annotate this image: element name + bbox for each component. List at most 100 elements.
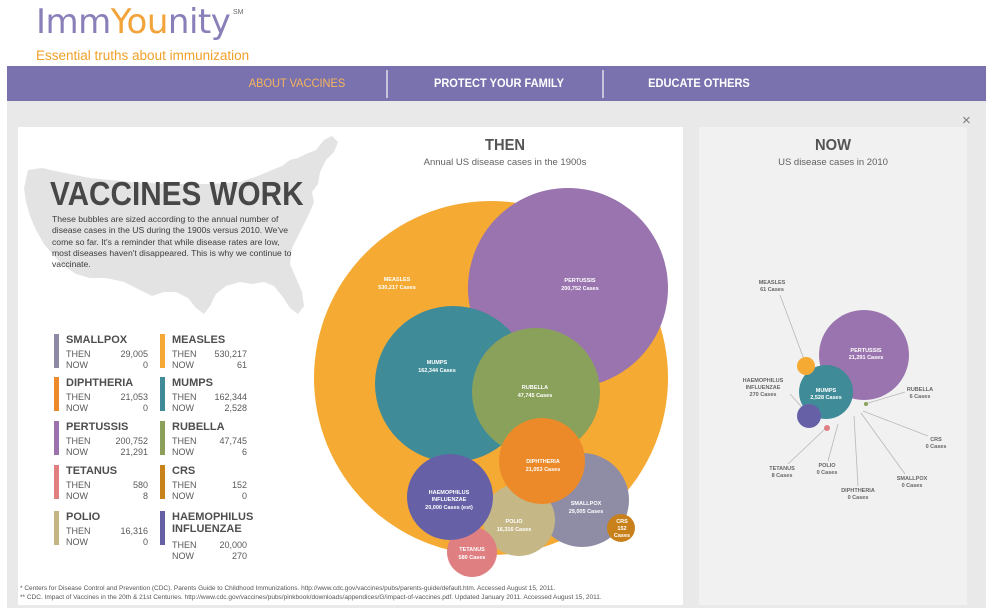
bubble-cases: 20,000 Cases (est)	[425, 505, 473, 511]
now-value: 61	[236, 360, 247, 370]
callout-cases: 0 Cases	[902, 483, 923, 489]
now-label: NOW	[66, 537, 88, 547]
now-label: NOW	[66, 360, 88, 370]
footnote-1: * Centers for Disease Control and Preven…	[20, 585, 556, 592]
now-value: 0	[142, 360, 148, 370]
legend-disease-name: PERTUSSIS	[66, 421, 129, 433]
callout-label-line2: INFLUENZAE	[746, 385, 781, 391]
bubble-cases-line2: Cases	[614, 533, 630, 539]
then-value: 20,000	[219, 540, 247, 550]
then-label: THEN	[66, 436, 91, 446]
now-value: 0	[142, 403, 148, 413]
legend-swatch	[160, 511, 165, 545]
page-title: VACCINES WORK	[50, 175, 304, 212]
bubble-label-line2: INFLUENZAE	[432, 497, 467, 503]
legend-disease-name: RUBELLA	[172, 421, 225, 433]
nav-educate-others[interactable]: EDUCATE OTHERS	[648, 76, 750, 90]
bubble-then-haemophilus[interactable]	[407, 454, 493, 540]
then-value: 29,005	[120, 349, 148, 359]
bubble-label: MUMPS	[816, 388, 837, 394]
then-label: THEN	[172, 436, 197, 446]
legend-swatch	[54, 465, 59, 499]
then-value: 16,316	[120, 526, 148, 536]
bubble-then-crs[interactable]	[607, 514, 635, 542]
leader-line	[864, 391, 906, 405]
bubble-now-measles[interactable]	[797, 357, 815, 375]
footnote-2: ** CDC. Impact of Vaccines in the 20th &…	[20, 594, 602, 601]
legend-swatch	[54, 511, 59, 545]
then-subheading: Annual US disease cases in the 1900s	[423, 157, 587, 168]
bubble-cases: 21,291 Cases	[849, 355, 884, 361]
callout-label: POLIO	[818, 463, 836, 469]
legend-disease-name: DIPHTHERIA	[66, 377, 134, 389]
now-label: NOW	[66, 403, 88, 413]
service-mark: SM	[233, 9, 244, 16]
now-value: 6	[241, 447, 247, 457]
bubble-now-haemophilus[interactable]	[797, 404, 821, 428]
us-map-icon	[24, 136, 338, 314]
legend-disease-name: SMALLPOX	[66, 334, 128, 346]
bubble-label: CRS	[616, 519, 628, 525]
then-value: 21,053	[120, 392, 148, 402]
then-value: 162,344	[214, 392, 247, 402]
nav-protect-your-family[interactable]: PROTECT YOUR FAMILY	[433, 76, 565, 90]
leader-line	[787, 427, 827, 465]
callout-cases: 0 Cases	[926, 444, 947, 450]
bubble-then-rubella[interactable]	[472, 328, 600, 456]
nav-divider	[602, 70, 604, 98]
now-label: NOW	[172, 403, 194, 413]
bubble-cases: 162,344 Cases	[418, 368, 456, 374]
legend-disease-name-line1: HAEMOPHILUS	[172, 511, 254, 523]
legend-swatch	[54, 377, 59, 411]
legend-disease-name: TETANUS	[66, 465, 118, 477]
legend-disease-name: MEASLES	[172, 334, 226, 346]
bubble-label: TETANUS	[459, 547, 485, 553]
then-label: THEN	[172, 349, 197, 359]
then-value: 580	[132, 480, 148, 490]
bubble-now-tetanus[interactable]	[824, 425, 830, 431]
main-nav: ABOUT VACCINES PROTECT YOUR FAMILY EDUCA…	[7, 66, 986, 101]
bubble-then-tetanus[interactable]	[447, 527, 497, 577]
callout-cases: 6 Cases	[910, 394, 931, 400]
then-value: 530,217	[214, 349, 247, 359]
then-value: 47,745	[219, 436, 247, 446]
callout-label: RUBELLA	[907, 387, 933, 393]
callout-label: DIPHTHERIA	[841, 488, 875, 494]
legend-disease-name: CRS	[172, 465, 196, 477]
leader-line	[827, 423, 839, 462]
then-label: THEN	[172, 480, 197, 490]
bubble-then-diphtheria[interactable]	[499, 418, 585, 504]
close-icon[interactable]: ×	[962, 112, 971, 129]
bubble-cases: 200,752 Cases	[561, 286, 599, 292]
leader-line	[779, 294, 806, 363]
legend-swatch	[54, 334, 59, 368]
now-value: 21,291	[120, 447, 148, 457]
callout-cases: 270 Cases	[750, 392, 777, 398]
nav-about-vaccines[interactable]: ABOUT VACCINES	[248, 76, 346, 90]
logo-tagline: Essential truths about immunization	[36, 48, 250, 63]
bubble-cases: 21,053 Cases	[526, 467, 561, 473]
legend-disease-name-line2: INFLUENZAE	[172, 523, 242, 535]
bubble-label: PERTUSSIS	[564, 278, 596, 284]
bubble-cases: 580 Cases	[459, 555, 486, 561]
now-value: 8	[142, 491, 148, 501]
legend-swatch	[160, 334, 165, 368]
callout-label: CRS	[930, 437, 942, 443]
then-label: THEN	[66, 392, 91, 402]
now-heading: NOW	[815, 137, 851, 154]
bubble-now-rubella[interactable]	[864, 402, 868, 406]
bubble-label: DIPHTHERIA	[526, 459, 560, 465]
now-label: NOW	[66, 447, 88, 457]
then-label: THEN	[66, 349, 91, 359]
then-value: 152	[231, 480, 247, 490]
now-label: NOW	[66, 491, 88, 501]
bubble-cases: 29,005 Cases	[569, 509, 604, 515]
immyounity-logo[interactable]: ImmYounity SM Essential truths about imm…	[36, 2, 266, 64]
logo-part-you: You	[110, 2, 169, 42]
bubble-label: POLIO	[505, 519, 523, 525]
logo-wordmark: ImmYounity	[36, 2, 231, 42]
callout-label: HAEMOPHILUS	[743, 378, 784, 384]
legend-swatch	[160, 377, 165, 411]
